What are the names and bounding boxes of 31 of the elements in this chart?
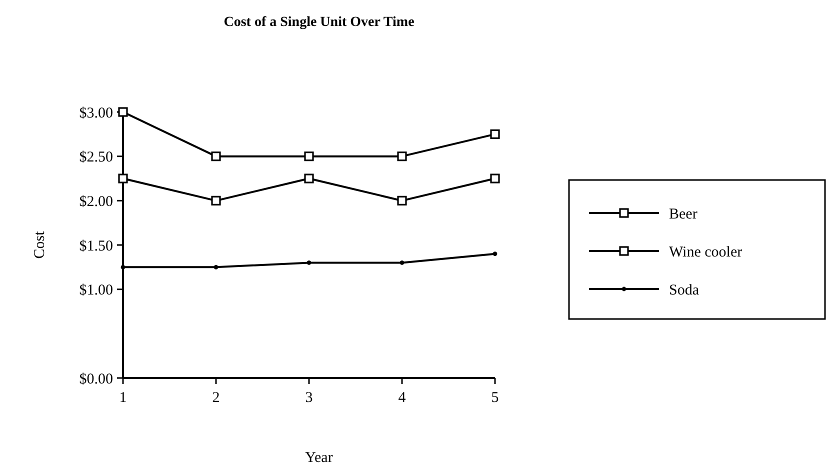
point bbox=[118, 174, 128, 184]
x-tick-label: 1 bbox=[119, 390, 127, 406]
point bbox=[492, 252, 498, 256]
legend-label: Soda bbox=[669, 282, 700, 298]
point bbox=[490, 129, 500, 139]
point bbox=[120, 264, 126, 270]
y-tick-label: $3.00 bbox=[79, 105, 113, 122]
point bbox=[214, 264, 218, 270]
point bbox=[211, 152, 221, 162]
point bbox=[400, 260, 404, 265]
point bbox=[211, 196, 221, 206]
point bbox=[304, 174, 314, 184]
point bbox=[397, 152, 407, 162]
y-tick-label: $0.00 bbox=[79, 371, 113, 388]
x-tick-label: 2 bbox=[212, 390, 220, 406]
y-tick-label: $1.50 bbox=[79, 238, 113, 254]
point bbox=[304, 152, 314, 162]
point bbox=[397, 196, 407, 206]
x-tick-label: 5 bbox=[491, 390, 499, 406]
y-tick-label: $2.00 bbox=[79, 194, 113, 210]
legend-label: Beer bbox=[669, 206, 698, 222]
x-tick-label: 4 bbox=[398, 390, 406, 406]
chart-title: Cost of a Single Unit Over Time bbox=[224, 15, 414, 30]
legend-label: Wine cooler bbox=[669, 244, 742, 260]
point bbox=[490, 174, 500, 184]
y-axis-title: Cost bbox=[32, 230, 48, 259]
y-tick-label: $1.00 bbox=[79, 282, 113, 299]
x-tick-label: 3 bbox=[305, 390, 313, 406]
y-tick-label: $2.50 bbox=[79, 150, 113, 166]
point bbox=[306, 260, 312, 265]
x-axis-title: Year bbox=[305, 450, 333, 466]
